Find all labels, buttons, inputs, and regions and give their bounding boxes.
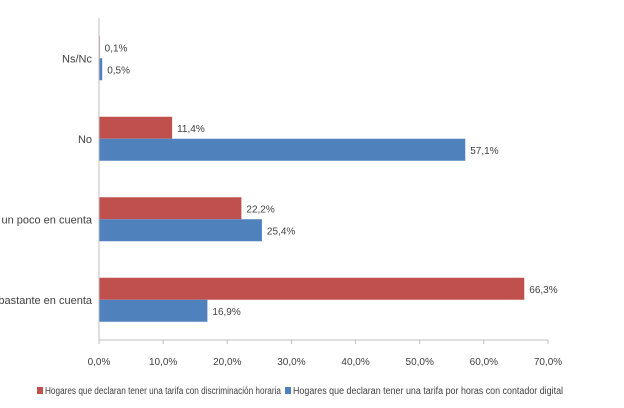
bar-contador-1 bbox=[99, 138, 466, 161]
bar-contador-3 bbox=[99, 299, 208, 322]
bar-contador-2 bbox=[99, 219, 262, 242]
data-label: 11,4% bbox=[177, 124, 205, 135]
category-label: Sí, bastante en cuenta bbox=[0, 295, 93, 307]
data-label: 0,5% bbox=[107, 65, 130, 76]
bar-discriminacion-3 bbox=[99, 277, 525, 300]
x-tick-label: 20,0% bbox=[213, 357, 241, 368]
legend-label-0: Hogares que declaran tener una tarifa co… bbox=[45, 386, 281, 397]
x-tick-label: 50,0% bbox=[406, 357, 434, 368]
x-tick-label: 30,0% bbox=[277, 357, 305, 368]
legend-label-1: Hogares que declaran tener una tarifa po… bbox=[293, 386, 563, 397]
data-label: 66,3% bbox=[529, 285, 557, 296]
bar-contador-0 bbox=[99, 58, 103, 81]
x-tick-label: 60,0% bbox=[470, 357, 498, 368]
x-tick-label: 0,0% bbox=[88, 357, 111, 368]
data-label: 22,2% bbox=[246, 204, 274, 215]
data-label: 25,4% bbox=[267, 226, 295, 237]
data-label: 16,9% bbox=[212, 307, 240, 318]
x-tick-label: 40,0% bbox=[341, 357, 369, 368]
x-tick-label: 10,0% bbox=[149, 357, 177, 368]
bar-discriminacion-1 bbox=[99, 116, 173, 139]
category-label: No bbox=[78, 134, 92, 146]
data-label: 0,1% bbox=[105, 43, 128, 54]
legend-swatch-0 bbox=[37, 387, 43, 394]
data-label: 57,1% bbox=[470, 146, 498, 157]
bar-discriminacion-2 bbox=[99, 197, 242, 220]
category-label: Ns/Nc bbox=[62, 53, 92, 65]
x-tick-label: 70,0% bbox=[534, 357, 562, 368]
category-label: Sí, un poco en cuenta bbox=[0, 214, 93, 226]
legend-swatch-1 bbox=[285, 387, 291, 394]
